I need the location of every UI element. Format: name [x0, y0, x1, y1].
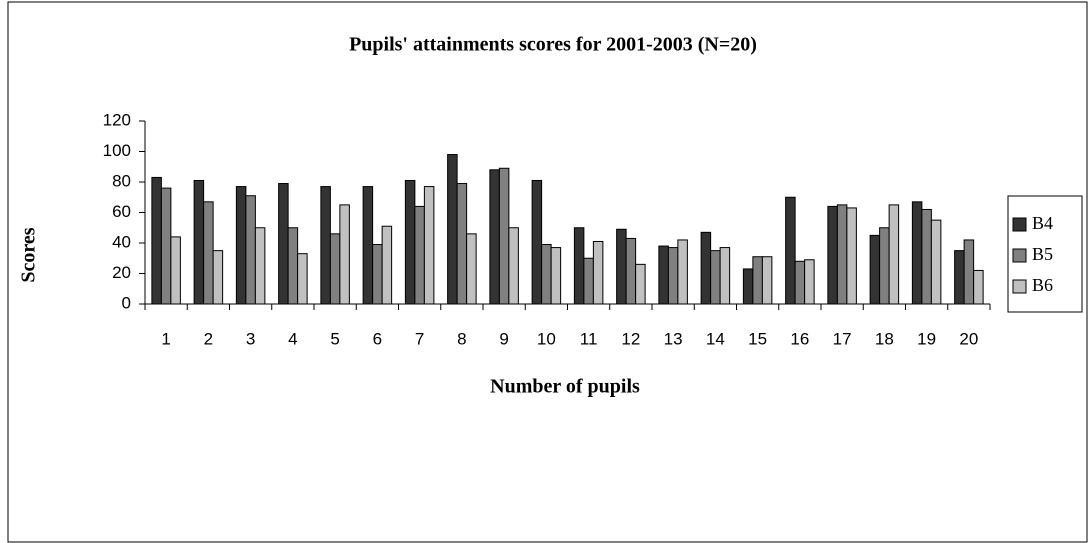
bar [804, 259, 815, 305]
bar [954, 250, 965, 305]
x-tick-label: 20 [959, 329, 978, 348]
x-tick-label: 2 [204, 329, 213, 348]
chart-title: Pupils' attainments scores for 2001-2003… [349, 34, 757, 56]
legend-swatch [1012, 279, 1027, 294]
bar [827, 205, 838, 305]
bar [963, 239, 975, 305]
bar [583, 257, 594, 305]
bar [794, 260, 806, 305]
bar [869, 234, 881, 305]
x-tick-label: 15 [748, 329, 767, 348]
x-tick-label: 4 [288, 329, 297, 348]
bar [254, 227, 266, 305]
x-tick-label: 1 [161, 329, 170, 348]
x-tick-label: 11 [580, 329, 598, 348]
y-tick-label: 20 [112, 263, 131, 282]
legend-swatch [1012, 248, 1027, 263]
legend-label: B6 [1032, 275, 1053, 295]
bar [592, 240, 604, 305]
bar [879, 227, 890, 305]
bar [667, 247, 679, 305]
y-tick-label: 60 [112, 202, 131, 221]
bar [616, 228, 627, 305]
bar [423, 186, 435, 305]
bar [320, 186, 331, 305]
bar [785, 196, 796, 305]
bar [635, 263, 646, 305]
y-tick-label: 80 [112, 171, 131, 190]
bar [677, 239, 688, 305]
y-tick-label: 40 [112, 232, 131, 251]
x-tick-label: 9 [499, 329, 508, 348]
bar [508, 227, 519, 305]
x-tick-label: 3 [246, 329, 255, 348]
legend-swatch [1012, 217, 1027, 232]
bar [339, 204, 350, 305]
x-tick-label: 13 [664, 329, 683, 348]
legend-label: B5 [1032, 244, 1053, 264]
bar [911, 201, 923, 305]
bar [414, 205, 425, 305]
bar [573, 227, 585, 305]
x-tick-label: 8 [457, 329, 466, 348]
bar [170, 236, 181, 305]
x-tick-label: 16 [790, 329, 809, 348]
bar [921, 208, 932, 305]
bar [531, 179, 543, 305]
x-tick-label: 14 [706, 329, 725, 348]
bar [550, 247, 562, 305]
bar [245, 195, 256, 305]
x-axis-title: Number of pupils [490, 376, 640, 398]
bar [329, 233, 341, 305]
bar [761, 256, 773, 305]
bar [381, 225, 393, 305]
bar [456, 183, 468, 305]
bar [203, 201, 214, 305]
x-tick-label: 19 [917, 329, 936, 348]
bar [466, 233, 477, 305]
bar [742, 268, 754, 305]
bar [846, 207, 857, 305]
bar [287, 227, 299, 305]
bar [372, 244, 383, 305]
bar [625, 237, 637, 305]
x-tick-label: 10 [537, 329, 556, 348]
x-tick-label: 6 [373, 329, 382, 348]
bar [278, 183, 289, 305]
bar [836, 204, 848, 305]
bar [973, 269, 984, 305]
bar [719, 247, 731, 305]
bar [710, 250, 721, 305]
y-tick-label: 120 [103, 110, 131, 129]
bar [489, 169, 500, 305]
bar [151, 176, 162, 305]
x-tick-label: 18 [875, 329, 894, 348]
x-tick-label: 17 [833, 329, 852, 348]
bar [193, 179, 205, 305]
bar [362, 186, 374, 305]
x-tick-label: 12 [621, 329, 640, 348]
bar [930, 219, 942, 305]
legend-label: B4 [1032, 213, 1053, 233]
bar [447, 154, 458, 305]
bar [235, 186, 247, 305]
bar [541, 244, 552, 305]
x-tick-label: 7 [415, 329, 424, 348]
bar [888, 204, 900, 305]
x-tick-label: 5 [330, 329, 339, 348]
bar [658, 245, 669, 305]
bar [297, 253, 308, 305]
y-tick-label: 0 [122, 293, 131, 312]
bar [404, 179, 416, 305]
bar [700, 231, 712, 305]
y-tick-label: 100 [103, 141, 131, 160]
bar [498, 167, 510, 305]
bar [212, 250, 224, 305]
bar [752, 256, 763, 305]
y-axis-title: Scores [18, 227, 40, 282]
bar [160, 187, 172, 305]
